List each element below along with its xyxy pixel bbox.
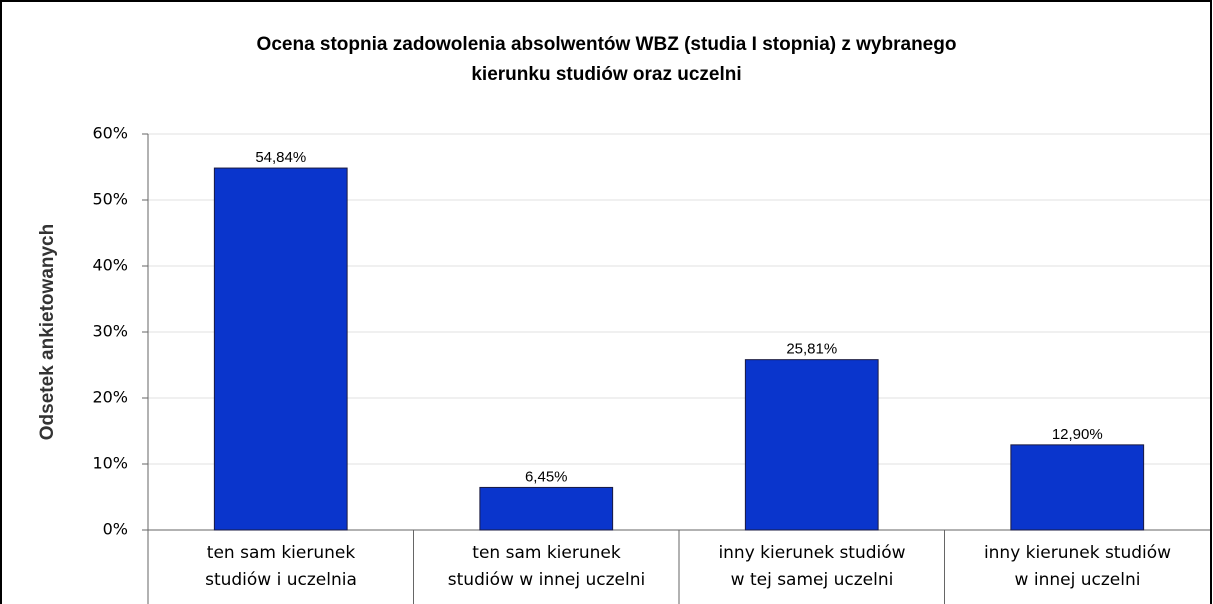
y-tick-label: 60% (92, 124, 128, 143)
y-axis-label: Odsetek ankietowanych (37, 224, 58, 440)
y-tick-label: 30% (92, 322, 128, 341)
bar (1010, 444, 1145, 531)
y-tick-label: 0% (103, 520, 128, 539)
x-tick-label: inny kierunek studiów w innej uczelni (983, 543, 1172, 590)
bar (744, 359, 879, 531)
x-tick-label: ten sam kierunek studiów w innej uczelni (447, 543, 646, 590)
bar (479, 486, 614, 531)
y-tick-label: 40% (92, 256, 128, 275)
x-tick-label: inny kierunek studiów w tej samej uczeln… (718, 543, 906, 590)
data-label: 12,90% (1052, 426, 1103, 443)
data-label: 54,84% (255, 149, 306, 166)
y-tick-label: 10% (92, 454, 128, 473)
data-label: 25,81% (786, 341, 837, 358)
bar (213, 167, 348, 531)
y-tick-label: 20% (92, 388, 128, 407)
y-tick-label: 50% (92, 190, 128, 209)
chart-title: Ocena stopnia zadowolenia absolwentów WB… (256, 34, 957, 85)
x-tick-label: ten sam kierunek studiów i uczelnia (205, 543, 357, 590)
data-label: 6,45% (525, 468, 568, 485)
